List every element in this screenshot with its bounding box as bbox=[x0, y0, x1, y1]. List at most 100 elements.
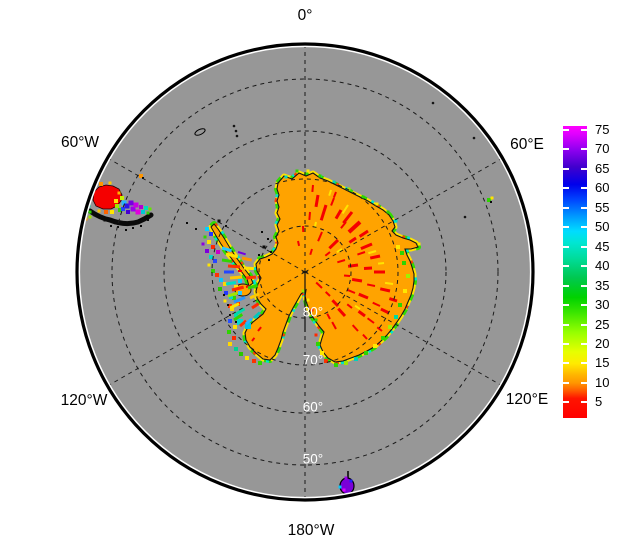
ice-streak bbox=[237, 251, 246, 256]
colorbar-tick bbox=[581, 187, 587, 190]
ice-speckle bbox=[88, 210, 92, 214]
ice-speckle bbox=[205, 227, 209, 231]
ice-speckle bbox=[394, 219, 398, 223]
latitude-labels: 80° 70° 60° 50° bbox=[303, 305, 323, 467]
ice-speckle bbox=[135, 209, 141, 215]
ice-streak bbox=[368, 250, 377, 255]
ice-streak bbox=[366, 317, 375, 324]
ice-speckle bbox=[110, 210, 114, 214]
ice-speckle bbox=[130, 206, 136, 212]
ice-speckle bbox=[314, 318, 318, 322]
latitude-circle bbox=[211, 178, 399, 366]
ice-speckle bbox=[320, 351, 324, 355]
ice-speckle bbox=[388, 325, 392, 329]
ice-streak bbox=[328, 238, 340, 250]
ice-speckle bbox=[334, 363, 338, 367]
colorbar-tick-label: 15 bbox=[595, 355, 610, 371]
ice-speckle bbox=[108, 181, 112, 185]
ice-speckle bbox=[229, 295, 233, 299]
meridian-line bbox=[304, 271, 502, 386]
island-mark bbox=[270, 251, 272, 253]
meridian-line bbox=[108, 271, 306, 386]
ice-speckle bbox=[86, 186, 90, 190]
ice-streak bbox=[341, 204, 349, 214]
ice-streak bbox=[377, 262, 385, 265]
ice-speckle bbox=[128, 200, 134, 206]
map-rim-white-ring bbox=[77, 44, 533, 500]
colorbar-tick bbox=[581, 323, 587, 326]
ice-speckle bbox=[126, 210, 130, 214]
ice-speckle bbox=[104, 210, 108, 214]
ice-streak bbox=[351, 324, 359, 332]
ice-streak bbox=[330, 197, 335, 206]
ice-speckle bbox=[230, 307, 234, 311]
ice-streak bbox=[324, 251, 331, 257]
island-mark bbox=[235, 321, 237, 323]
colorbar-tick-label: 25 bbox=[595, 316, 610, 332]
colorbar-tick bbox=[581, 401, 587, 404]
ice-streak bbox=[388, 297, 398, 303]
colorbar-tick bbox=[581, 304, 587, 307]
ice-speckle bbox=[314, 333, 318, 337]
ice-speckle bbox=[306, 298, 310, 302]
latitude-circle bbox=[111, 78, 499, 466]
ice-speckle bbox=[209, 255, 213, 259]
ice-speckle bbox=[324, 359, 328, 363]
ice-speckle bbox=[209, 232, 213, 236]
ice-streak bbox=[354, 304, 361, 310]
colorbar-tick bbox=[581, 381, 587, 384]
ice-speckle bbox=[232, 296, 236, 300]
south-georgia-outline bbox=[194, 128, 206, 136]
island-mark bbox=[140, 225, 142, 227]
ice-streak bbox=[328, 189, 332, 197]
ice-streak bbox=[331, 299, 340, 308]
colorbar-tick-label: 45 bbox=[595, 238, 610, 254]
ice-streak bbox=[340, 221, 347, 229]
ice-speckle bbox=[332, 180, 336, 184]
ice-speckle bbox=[347, 187, 351, 191]
ice-streak bbox=[334, 209, 343, 220]
ice-streak bbox=[358, 229, 369, 238]
ice-speckle bbox=[227, 330, 231, 334]
colorbar-tick bbox=[563, 167, 569, 170]
colorbar-tick-label: 65 bbox=[595, 160, 610, 176]
island-mark bbox=[93, 213, 97, 217]
ice-speckle bbox=[403, 289, 407, 293]
ice-speckle bbox=[115, 204, 119, 208]
ice-streak bbox=[324, 291, 331, 297]
ice-speckle bbox=[342, 488, 346, 492]
ice-speckle bbox=[228, 304, 232, 308]
island-mark bbox=[147, 219, 149, 221]
ice-streak bbox=[225, 281, 237, 286]
colorbar-tick bbox=[563, 381, 569, 384]
latitude-label: 80° bbox=[303, 305, 323, 320]
colorbar-tick bbox=[563, 226, 569, 229]
longitude-label: 60°W bbox=[61, 134, 99, 151]
colorbar-tick bbox=[581, 128, 587, 131]
ice-speckle bbox=[354, 357, 358, 361]
ice-streak bbox=[372, 301, 381, 307]
ice-streak bbox=[225, 252, 239, 259]
longitude-label: 120°W bbox=[61, 392, 108, 409]
ice-streak bbox=[221, 258, 233, 263]
ice-speckle bbox=[406, 274, 410, 278]
ice-streak bbox=[308, 211, 311, 221]
ice-streak bbox=[241, 256, 253, 262]
ice-speckle bbox=[223, 299, 227, 303]
ice-streak bbox=[319, 204, 328, 221]
small-islands bbox=[93, 101, 492, 323]
ice-speckle bbox=[234, 347, 238, 351]
island-mark bbox=[261, 231, 263, 233]
ice-speckle bbox=[361, 195, 365, 199]
ice-streak bbox=[233, 313, 244, 322]
ice-streak bbox=[379, 287, 391, 293]
map-content: 80° 70° 60° 50° bbox=[84, 45, 502, 499]
ice-streak bbox=[243, 266, 255, 271]
ice-speckle bbox=[349, 479, 353, 483]
meridian-line bbox=[304, 158, 502, 273]
colorbar-tick bbox=[563, 128, 569, 131]
ice-streak bbox=[249, 292, 260, 300]
ice-speckle bbox=[218, 287, 222, 291]
